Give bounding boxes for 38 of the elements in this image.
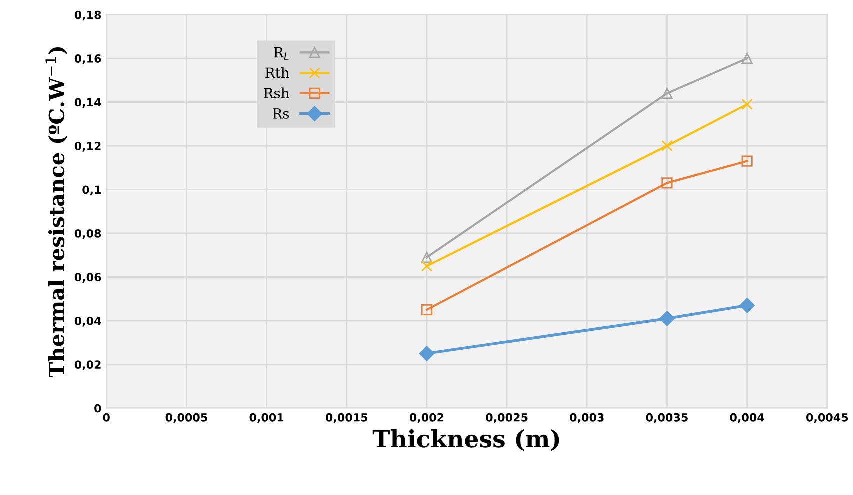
x-tick-label: 0,001: [250, 413, 284, 424]
point: [421, 304, 433, 316]
x-tick-label: 0,003: [570, 413, 604, 424]
x-tick-label: 0,0005: [166, 413, 208, 424]
point: [662, 178, 673, 189]
y-tick-label: 0,18: [74, 10, 102, 21]
y-tick-label: 0,04: [74, 316, 102, 327]
legend-label: R$_{L}$: [274, 47, 289, 60]
x-tick-label: 0,002: [410, 413, 444, 424]
x-tick-label: 0,0045: [806, 413, 848, 424]
point: [421, 260, 433, 272]
x-tick-label: 0: [103, 413, 110, 422]
point: [662, 88, 673, 100]
y-axis-title: Thermal resistance (ºC.W$^{−1}$): [46, 47, 68, 378]
x-tick-label: 0,0015: [326, 413, 368, 424]
y-tick-label: 0,14: [74, 98, 102, 108]
point: [421, 252, 433, 264]
x-tick-label: 0,0025: [486, 413, 528, 424]
x-tick-label: 0,004: [730, 413, 764, 424]
y-tick-label: 0,1: [82, 186, 101, 196]
point: [742, 98, 753, 110]
legend-label: Rsh: [264, 88, 290, 99]
y-tick-label: 0,02: [74, 360, 101, 370]
x-axis-title: Thickness (m): [372, 430, 560, 452]
y-tick-label: 0,08: [74, 229, 102, 240]
y-tick-label: 0,06: [74, 273, 102, 283]
point: [740, 298, 755, 314]
y-tick-label: 0: [94, 404, 102, 413]
point: [742, 53, 753, 64]
y-tick-label: 0,16: [74, 54, 102, 64]
point: [660, 311, 675, 326]
point: [419, 346, 435, 362]
legend-label: Rs: [272, 108, 290, 119]
legend-label: Rth: [266, 67, 290, 78]
y-tick-label: 0,12: [74, 142, 101, 152]
x-tick-label: 0,0035: [646, 413, 688, 424]
point: [662, 140, 673, 152]
point: [742, 156, 753, 167]
